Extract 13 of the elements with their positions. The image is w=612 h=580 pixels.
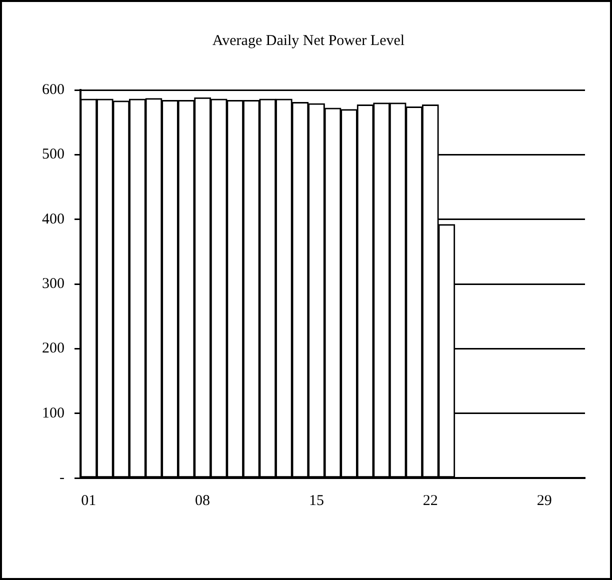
y-tick-label: 100 <box>42 405 64 422</box>
x-tick-label: 22 <box>422 492 438 509</box>
y-tick-label: 400 <box>42 211 64 228</box>
y-tick-label: 200 <box>42 340 64 357</box>
y-tick-label: 500 <box>42 146 64 163</box>
x-tick-label: 15 <box>308 492 324 509</box>
x-tick-label: 01 <box>81 492 96 509</box>
x-tick-label: 08 <box>195 492 210 509</box>
chart-title: Average Daily Net Power Level <box>212 32 405 49</box>
y-tick-label: 600 <box>42 82 64 98</box>
y-tick-label: 300 <box>42 276 64 292</box>
y-tick-label: - <box>60 470 64 486</box>
x-tick-label: 29 <box>536 492 552 509</box>
